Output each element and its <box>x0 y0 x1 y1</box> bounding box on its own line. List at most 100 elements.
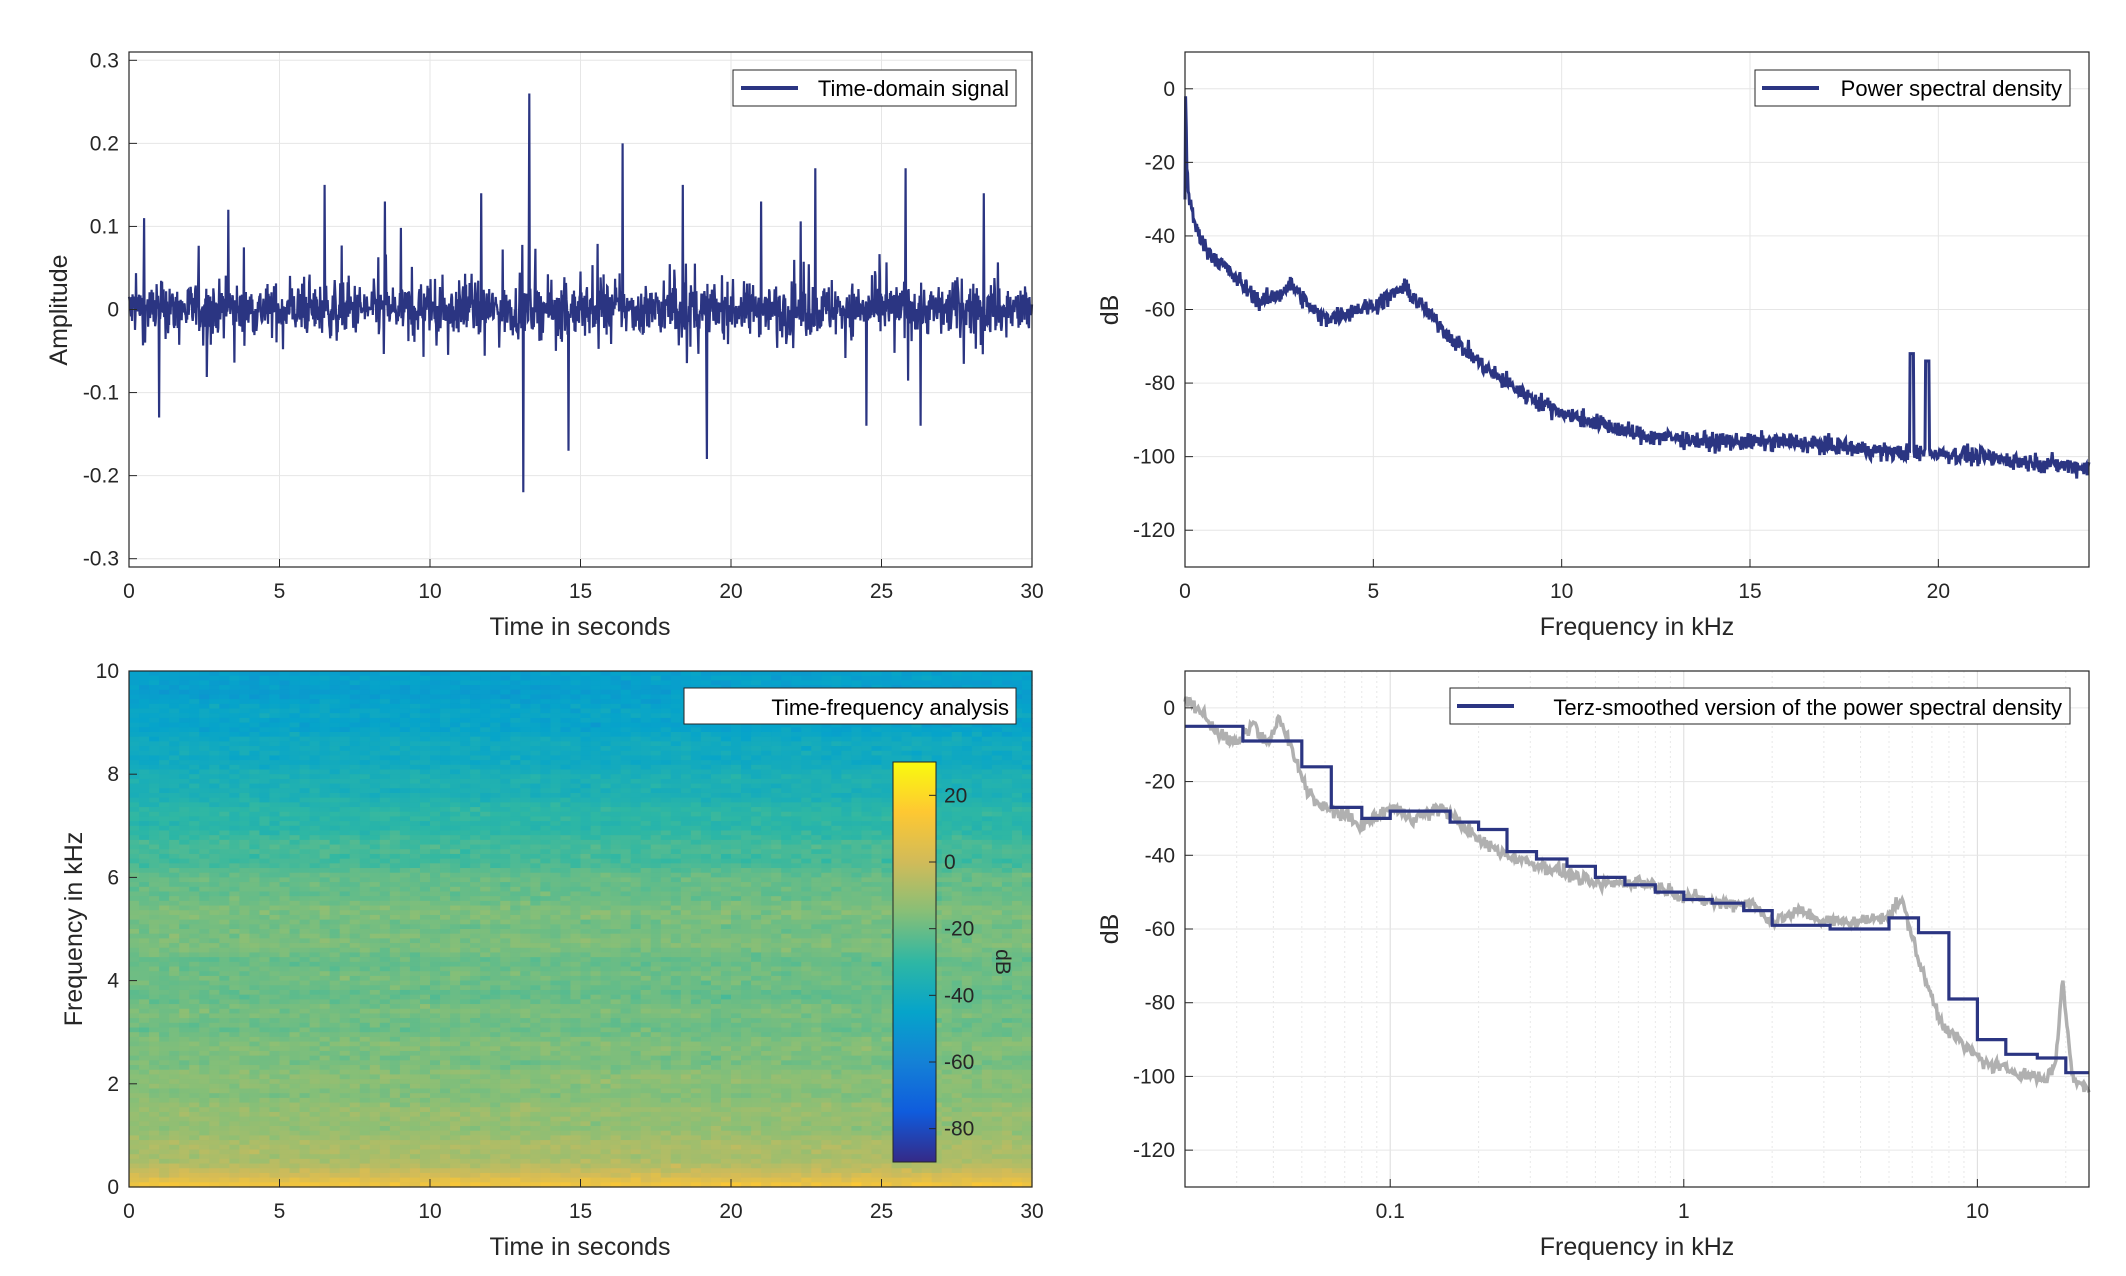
spectrogram-cell <box>610 727 622 733</box>
spectrogram-cell <box>269 708 281 714</box>
spectrogram-cell <box>480 863 491 869</box>
spectrogram-cell <box>409 778 421 785</box>
spectrogram-cell <box>700 722 712 728</box>
spectrogram-cell <box>690 849 702 855</box>
spectrogram-cell <box>279 835 291 841</box>
spectrogram-cell <box>540 825 551 832</box>
spectrogram-cell <box>610 830 622 836</box>
spectrogram-cell <box>981 774 993 780</box>
spectrogram-cell <box>590 896 602 902</box>
spectrogram-cell <box>811 792 822 799</box>
spectrogram-cell <box>209 699 220 705</box>
spectrogram-cell <box>871 727 883 733</box>
spectrogram-cell <box>329 764 341 771</box>
spectrogram-cell <box>831 778 842 785</box>
spectrogram-cell <box>931 755 943 761</box>
spectrogram-cell <box>369 919 381 925</box>
spectrogram-cell <box>319 919 331 925</box>
spectrogram-cell <box>450 821 461 827</box>
spectrogram-cell <box>129 717 140 724</box>
spectrogram-cell <box>510 919 521 925</box>
spectrogram-cell <box>129 708 140 714</box>
spectrogram-cell <box>389 830 401 836</box>
spectrogram-cell <box>470 839 481 846</box>
spectrogram-cell <box>710 680 722 686</box>
spectrogram-cell <box>690 858 702 864</box>
spectrogram-cell <box>801 802 812 808</box>
spectrogram-cell <box>409 830 421 836</box>
spectrogram-cell <box>530 858 541 864</box>
spectrogram-cell <box>610 844 622 850</box>
spectrogram-cell <box>891 741 903 747</box>
spectrogram-cell <box>269 919 281 925</box>
spectrogram-cell <box>139 849 150 855</box>
spectrogram-cell <box>841 760 852 766</box>
spectrogram-cell <box>520 675 531 681</box>
spectrogram-cell <box>941 727 953 733</box>
spectrogram-cell <box>991 802 1003 808</box>
spectrogram-cell <box>259 914 271 921</box>
spectrogram-cell <box>620 910 632 916</box>
spectrogram-cell <box>430 689 441 696</box>
spectrogram-cell <box>821 680 832 686</box>
spectrogram-cell <box>219 764 230 771</box>
spectrogram-cell <box>620 783 632 789</box>
spectrogram-cell <box>610 816 622 822</box>
spectrogram-cell <box>1021 792 1033 799</box>
spectrogram-cell <box>510 868 521 874</box>
spectrogram-cell <box>139 914 150 921</box>
spectrogram-cell <box>841 825 852 832</box>
spectrogram-cell <box>500 825 511 832</box>
spectrogram-cell <box>419 708 431 714</box>
spectrogram-cell <box>971 788 983 794</box>
spectrogram-cell <box>319 699 331 705</box>
spectrogram-cell <box>801 816 812 822</box>
spectrogram-cell <box>409 811 421 818</box>
spectrogram-cell <box>279 755 291 761</box>
spectrogram-cell <box>580 727 592 733</box>
spectrogram-cell <box>379 708 391 714</box>
spectrogram-cell <box>510 900 521 907</box>
spectrogram-cell <box>570 807 582 813</box>
spectrogram-cell <box>339 797 351 803</box>
spectrogram-cell <box>500 849 511 855</box>
spectrogram-cell <box>450 868 461 874</box>
spectrogram-cell <box>540 797 551 803</box>
spectrogram-cell <box>881 858 893 864</box>
spectrogram-cell <box>901 755 913 761</box>
spectrogram-cell <box>269 825 281 832</box>
spectrogram-cell <box>700 882 712 888</box>
spectrogram-cell <box>580 746 592 752</box>
spectrogram-cell <box>369 797 381 803</box>
spectrogram-cell <box>389 760 401 766</box>
spectrogram-cell <box>1001 802 1013 808</box>
spectrogram-cell <box>289 699 301 705</box>
spectrogram-cell <box>540 685 551 691</box>
spectrogram-cell <box>450 816 461 822</box>
spectrogram-cell <box>349 891 361 897</box>
spectrogram-cell <box>500 736 511 742</box>
spectrogram-cell <box>640 816 652 822</box>
spectrogram-cell <box>550 825 562 832</box>
spectrogram-cell <box>530 685 541 691</box>
spectrogram-cell <box>460 858 471 864</box>
spectrogram-cell <box>169 811 180 818</box>
spectrogram-cell <box>680 769 692 775</box>
spectrogram-cell <box>640 807 652 813</box>
spectrogram-cell <box>339 722 351 728</box>
spectrogram-cell <box>690 774 702 780</box>
spectrogram-cell <box>680 807 692 813</box>
spectrogram-cell <box>841 797 852 803</box>
spectrogram-cell <box>389 877 401 883</box>
spectrogram-cell <box>279 703 291 710</box>
spectrogram-cell <box>891 722 903 728</box>
spectrogram-cell <box>610 910 622 916</box>
spectrogram-cell <box>289 671 301 677</box>
spectrogram-cell <box>309 863 321 869</box>
spectrogram-cell <box>650 900 662 907</box>
spectrogram-cell <box>650 877 662 883</box>
spectrogram-cell <box>580 713 592 719</box>
spectrogram-cell <box>139 844 150 850</box>
spectrogram-cell <box>440 853 451 860</box>
spectrogram-cell <box>851 910 863 916</box>
